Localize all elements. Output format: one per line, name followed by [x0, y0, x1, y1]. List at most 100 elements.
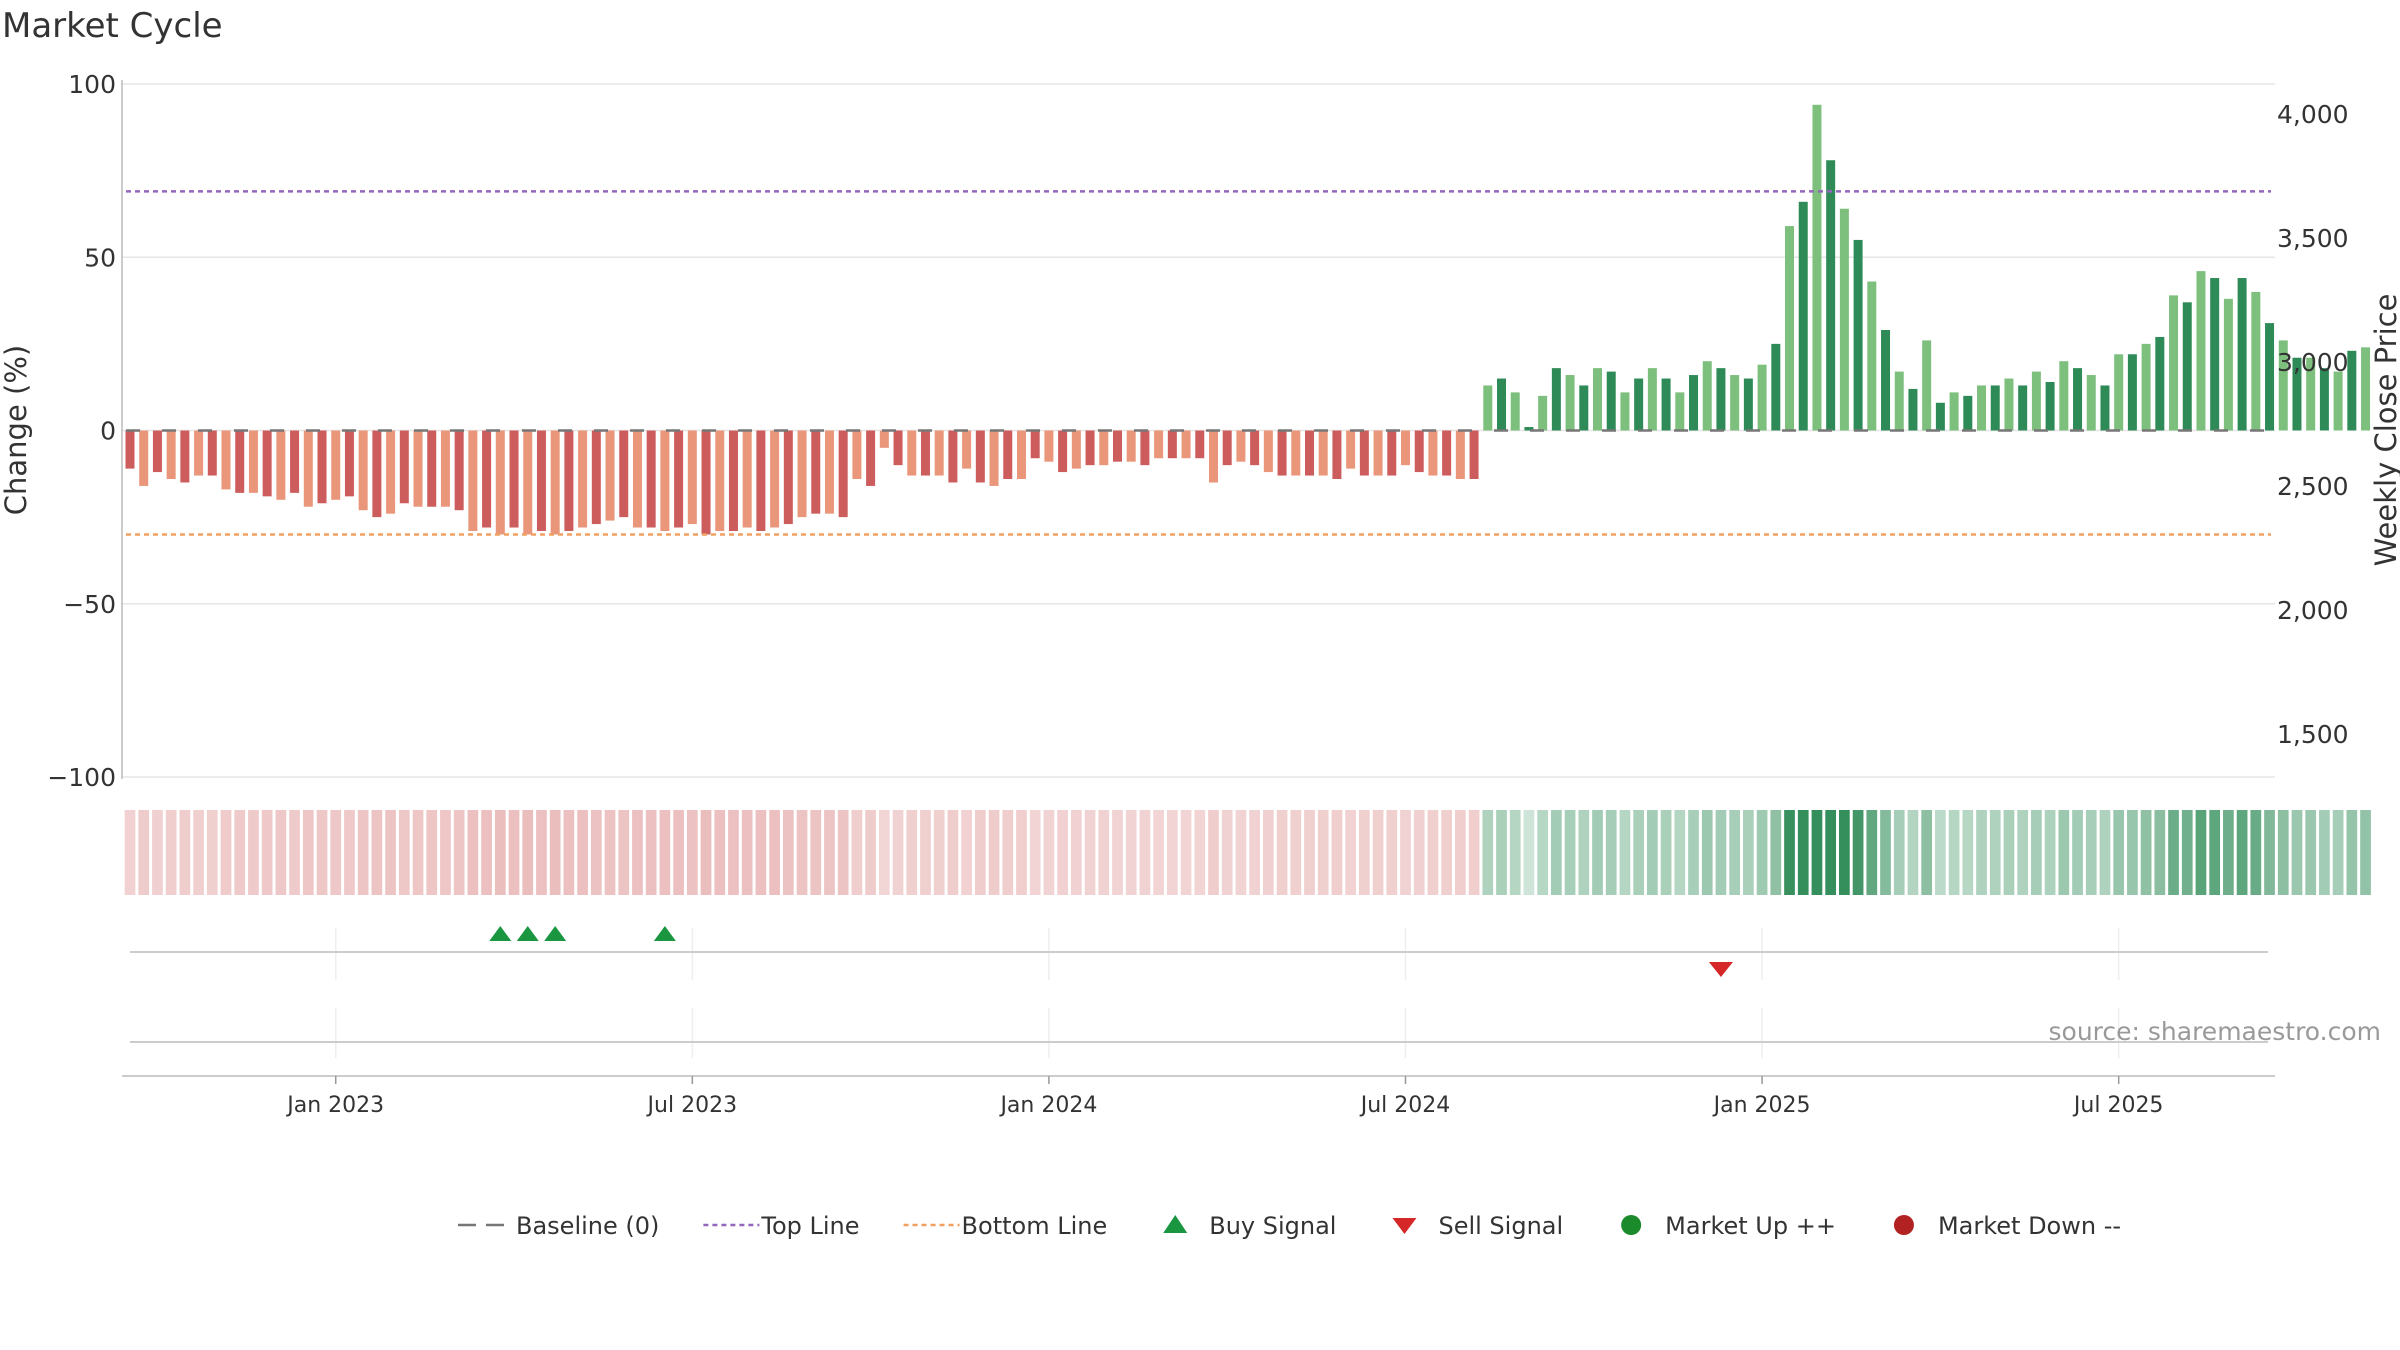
bar: [1634, 378, 1644, 431]
bar: [262, 430, 272, 497]
bar: [1826, 160, 1836, 431]
strip-cell: [1262, 810, 1274, 895]
strip-cell: [2031, 810, 2042, 895]
buy-signal-marker: [544, 926, 567, 941]
strip-cell: [1098, 810, 1110, 895]
strip-cell: [2085, 810, 2097, 895]
strip-cell: [536, 810, 547, 895]
bar: [399, 430, 409, 504]
strip-cell: [1948, 810, 1960, 895]
bar: [989, 430, 999, 486]
bar: [1771, 343, 1781, 431]
strip-cell: [1866, 810, 1878, 895]
strip-cell: [453, 810, 465, 895]
strip-cell: [1770, 810, 1782, 895]
bar: [1908, 388, 1918, 431]
bar: [948, 430, 958, 483]
bar: [1839, 208, 1849, 431]
right-y-tick-label: 3,000: [2277, 348, 2349, 377]
strip-cell: [1112, 810, 1123, 895]
bar: [605, 430, 615, 521]
strip-cell: [1070, 810, 1082, 895]
strip-cell: [234, 810, 246, 895]
bar: [413, 430, 423, 507]
strip-cell: [2099, 810, 2111, 895]
strip-cell: [2072, 810, 2083, 895]
strip-cell: [1701, 810, 1713, 895]
bar: [1140, 430, 1150, 466]
bar: [125, 430, 135, 469]
strip-cell: [1084, 810, 1096, 895]
strip-cell: [1386, 810, 1398, 895]
strip-cell: [1537, 810, 1549, 895]
bar: [1181, 430, 1191, 459]
x-tick-label: Jul 2023: [646, 1093, 738, 1118]
legend-item: Buy Signal: [1163, 1212, 1336, 1240]
bar: [783, 430, 793, 525]
strip-cell: [2264, 810, 2275, 895]
strip-cell: [1496, 810, 1507, 895]
legend-swatch: [1163, 1215, 1188, 1233]
bar: [838, 430, 848, 518]
strip-cell: [1605, 810, 1617, 895]
source-note: source: sharemaestro.com: [2049, 1017, 2382, 1046]
strip-cell: [398, 810, 410, 895]
legend-swatch: [1893, 1215, 1914, 1235]
bar: [811, 430, 821, 514]
y-axis-label-right: Weekly Close Price: [2369, 294, 2400, 567]
strip-cell: [769, 810, 780, 895]
bar: [1867, 281, 1877, 431]
strip-cell: [2044, 810, 2056, 895]
strip-cell: [522, 810, 534, 895]
strip-cell: [1372, 810, 1384, 895]
chart-title: Market Cycle: [2, 6, 223, 46]
strip-cell: [1729, 810, 1741, 895]
strip-cell: [2223, 810, 2234, 895]
bar: [2031, 371, 2041, 431]
bar: [372, 430, 382, 518]
bar: [2045, 381, 2055, 431]
bar: [1538, 395, 1548, 431]
x-tick-label: Jul 2025: [2072, 1093, 2164, 1118]
strip-cell: [494, 810, 506, 895]
strip-cell: [2181, 810, 2193, 895]
right-y-tick-label: 4,000: [2277, 100, 2349, 129]
bar: [235, 430, 245, 493]
strip-cell: [1208, 810, 1219, 895]
strip-cell: [1016, 810, 1027, 895]
strip-cell: [700, 810, 712, 895]
strip-cell: [1276, 810, 1288, 895]
strip-cell: [1317, 810, 1329, 895]
strip-cell: [577, 810, 588, 895]
sell-signal-marker: [1708, 962, 1733, 977]
strip-cell: [1153, 810, 1164, 895]
bar: [824, 430, 834, 514]
legend-label: Buy Signal: [1209, 1212, 1336, 1240]
strip-cell: [2140, 810, 2152, 895]
bar: [852, 430, 862, 480]
strip-cell: [1921, 810, 1933, 895]
strip-cell: [165, 810, 177, 895]
axes: 100 50 0 −50 −100 4,000 3,500 3,000 2,500 2,000 1,…: [47, 70, 2348, 1118]
strip-cell: [1509, 810, 1521, 895]
bar: [632, 430, 642, 528]
bar: [1977, 385, 1987, 431]
bar: [1208, 430, 1218, 483]
bar: [2237, 278, 2247, 431]
strip-cell: [947, 810, 959, 895]
strip-cell: [1743, 810, 1754, 895]
bar: [2169, 295, 2179, 431]
bar: [248, 430, 258, 493]
strip-cell: [1235, 810, 1247, 895]
bar: [303, 430, 313, 507]
bar: [1894, 371, 1904, 431]
bar: [2141, 343, 2151, 431]
right-y-tick-label: 3,500: [2277, 224, 2349, 253]
bar: [1455, 430, 1465, 480]
strip-cell: [796, 810, 808, 895]
strip-cell: [426, 810, 438, 895]
bar: [1222, 430, 1232, 466]
bar: [221, 430, 231, 490]
bar: [166, 430, 176, 480]
bar: [2319, 368, 2329, 431]
